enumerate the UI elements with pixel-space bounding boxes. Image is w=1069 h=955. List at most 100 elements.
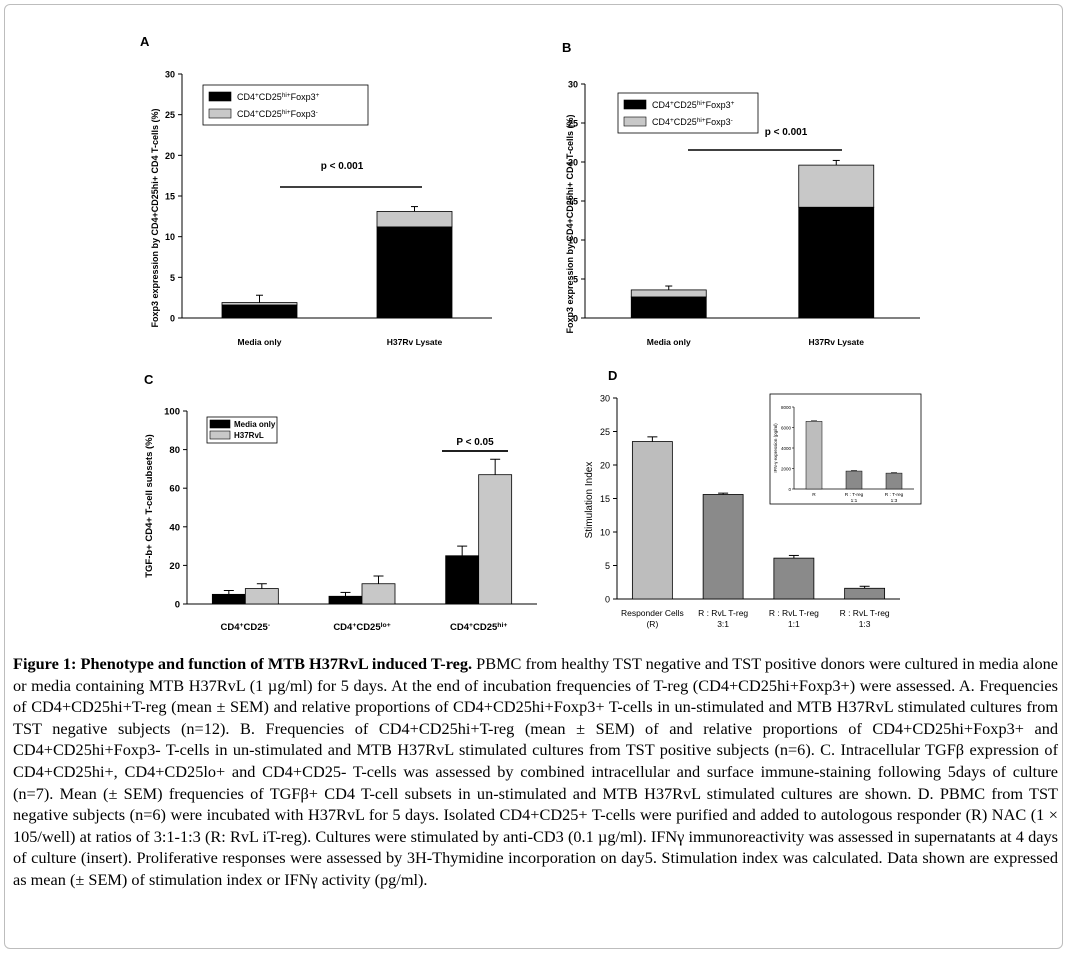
inset-y-tick-label-1: 2000 xyxy=(781,466,792,471)
y-tick-label-a-6: 30 xyxy=(165,70,175,80)
bar-c-1-1 xyxy=(361,583,396,605)
inset-bar-1 xyxy=(845,470,863,490)
significance-label-a: p < 0.001 xyxy=(321,161,364,172)
y-tick-label-a-2: 10 xyxy=(165,232,175,242)
bar-b-0-1 xyxy=(630,289,707,298)
legend-swatch-b-0 xyxy=(623,99,647,110)
x-tick-label-c-1: CD4+CD25lo+ xyxy=(333,622,390,634)
x-tick-label-d-1-line2: 3:1 xyxy=(717,619,729,629)
bar-d-1 xyxy=(702,494,744,600)
inset-x-tick-label-2-line2: 1:3 xyxy=(891,498,898,504)
y-tick-label-d-1: 5 xyxy=(605,561,610,571)
y-tick-label-b-3: 15 xyxy=(568,197,578,207)
legend-swatch-c-1 xyxy=(209,430,231,440)
y-tick-label-b-0: 0 xyxy=(573,314,578,324)
significance-label-c: P < 0.05 xyxy=(456,437,494,448)
x-tick-label-d-2-line1: R : RvL T-reg xyxy=(769,608,819,618)
y-tick-label-d-6: 30 xyxy=(600,394,610,404)
y-tick-label-c-2: 40 xyxy=(169,522,180,533)
significance-label-b: p < 0.001 xyxy=(765,127,808,138)
bar-c-0-1 xyxy=(244,588,279,605)
bar-d-2 xyxy=(773,557,815,600)
panel-label-c: C xyxy=(144,372,154,387)
legend-label-c-0: Media only xyxy=(234,420,276,429)
y-axis-label-b: Foxp3 expression by CD4+CD25hi+ CD4 T-ce… xyxy=(565,114,575,333)
panel-label-a: A xyxy=(140,34,150,49)
bar-d-3 xyxy=(844,587,886,600)
y-tick-label-b-4: 20 xyxy=(568,158,578,168)
figure-frame xyxy=(4,4,1063,949)
x-tick-label-d-0-line2: (R) xyxy=(646,619,658,629)
bar-a-1-0 xyxy=(376,226,453,319)
legend-label-b-1: CD4+CD25hi+Foxp3- xyxy=(652,117,733,128)
legend-label-a-1: CD4+CD25hi+Foxp3- xyxy=(237,109,318,120)
x-tick-label-d-3-line2: 1:3 xyxy=(859,619,871,629)
x-tick-label-d-1-line1: R : RvL T-reg xyxy=(698,608,748,618)
y-axis-label-c: TGF-b+ CD4+ T-cell subsets (%) xyxy=(144,434,155,578)
legend-swatch-c-0 xyxy=(209,419,231,429)
bar-c-1-0 xyxy=(328,595,363,605)
x-tick-label-b-0: Media only xyxy=(647,337,691,347)
legend-label-b-0: CD4+CD25hi+Foxp3+ xyxy=(652,100,735,111)
y-tick-label-a-1: 5 xyxy=(170,273,175,283)
legend-swatch-a-0 xyxy=(208,91,232,102)
inset-y-tick-label-4: 8000 xyxy=(781,405,792,410)
bar-c-0-0 xyxy=(211,593,246,605)
y-tick-label-d-0: 0 xyxy=(605,595,610,605)
legend-label-a-0: CD4+CD25hi+Foxp3+ xyxy=(237,92,320,103)
chart-panel-a: A Foxp3 expression by CD4+CD25hi+ CD4 T-… xyxy=(140,34,492,347)
legend-box-b xyxy=(617,92,759,134)
y-axis-label-a: Foxp3 expression by CD4+CD25hi+ CD4 T-ce… xyxy=(150,108,160,327)
bar-b-1-0 xyxy=(798,206,875,319)
inset-y-tick-label-0: 0 xyxy=(788,487,791,492)
bar-a-1-1 xyxy=(376,211,453,228)
y-tick-label-c-1: 20 xyxy=(169,561,180,572)
bar-d-0 xyxy=(631,441,673,600)
inset-y-tick-label-3: 6000 xyxy=(781,425,792,430)
y-tick-label-d-4: 20 xyxy=(600,461,610,471)
bar-c-2-0 xyxy=(445,555,480,605)
y-tick-label-c-0: 0 xyxy=(175,600,180,611)
legend-box-a xyxy=(202,84,369,126)
bar-b-1-1 xyxy=(798,164,875,208)
panel-label-d: D xyxy=(608,368,617,383)
y-tick-label-a-4: 20 xyxy=(165,151,175,161)
y-tick-label-b-1: 5 xyxy=(573,275,578,285)
y-tick-label-a-0: 0 xyxy=(170,314,175,324)
inset-x-tick-label-2-line1: R : T-reg xyxy=(885,492,904,498)
chart-panel-d: D Stimulation Index 0 5 10 15 20 25 30 Responde… xyxy=(584,368,922,629)
y-tick-label-b-5: 25 xyxy=(568,119,578,129)
y-tick-label-d-3: 15 xyxy=(600,494,610,504)
chart-panel-b: B Foxp3 expression by CD4+CD25hi+ CD4 T-… xyxy=(562,40,920,347)
x-tick-label-b-1: H37Rv Lysate xyxy=(809,337,865,347)
x-tick-label-c-0: CD4+CD25- xyxy=(221,622,271,634)
inset-y-tick-label-2: 4000 xyxy=(781,446,792,451)
legend-label-c-1: H37RvL xyxy=(234,431,264,440)
x-tick-label-d-0-line1: Responder Cells xyxy=(621,608,684,618)
y-tick-label-d-2: 10 xyxy=(600,528,610,538)
inset-x-tick-label-0-line1: R xyxy=(812,492,816,498)
panel-label-b: B xyxy=(562,40,571,55)
chart-panel-c: C TGF-b+ CD4+ T-cell subsets (%) 0 20 40 60… xyxy=(144,372,537,634)
x-tick-label-a-0: Media only xyxy=(238,337,282,347)
legend-swatch-a-1 xyxy=(208,108,232,119)
x-tick-label-a-1: H37Rv Lysate xyxy=(387,337,443,347)
y-tick-label-a-5: 25 xyxy=(165,110,175,120)
inset-bar-2 xyxy=(885,472,903,490)
bar-b-0-0 xyxy=(630,296,707,319)
y-tick-label-b-2: 10 xyxy=(568,236,578,246)
inset-y-axis-label: IFN-γ expression (pg/ml) xyxy=(773,423,778,473)
y-tick-label-d-5: 25 xyxy=(600,427,610,437)
inset-bar-0 xyxy=(805,421,823,490)
inset-x-tick-label-1-line2: 1:1 xyxy=(851,498,858,504)
bar-a-0-0 xyxy=(221,304,298,319)
x-tick-label-d-2-line2: 1:1 xyxy=(788,619,800,629)
y-tick-label-b-6: 30 xyxy=(568,80,578,90)
y-tick-label-c-5: 100 xyxy=(164,407,180,418)
bar-c-2-1 xyxy=(478,474,513,605)
y-tick-label-a-3: 15 xyxy=(165,192,175,202)
x-tick-label-c-2: CD4+CD25hi+ xyxy=(450,622,507,634)
y-axis-label-d: Stimulation Index xyxy=(584,462,595,539)
bar-a-0-1 xyxy=(221,302,298,306)
y-tick-label-c-4: 80 xyxy=(169,445,180,456)
